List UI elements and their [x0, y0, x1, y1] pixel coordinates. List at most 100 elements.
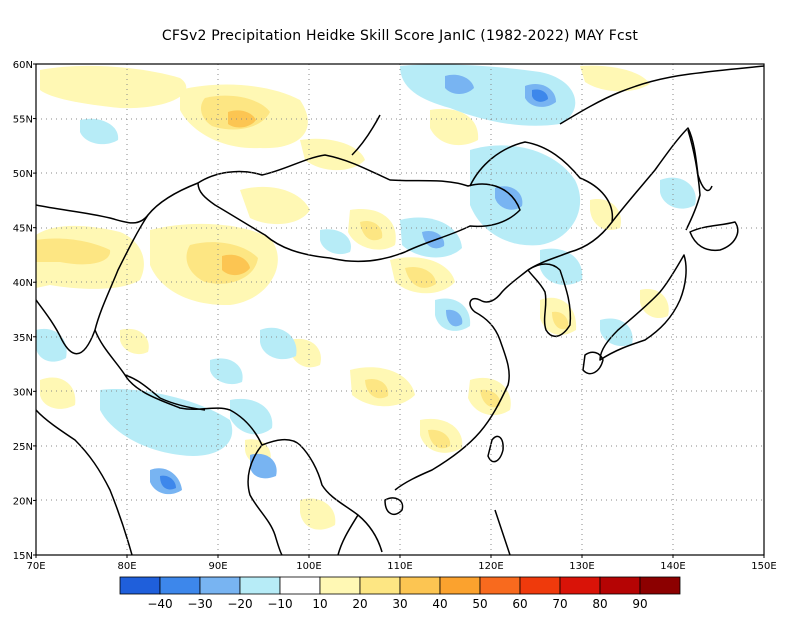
japan-honshu: [599, 254, 687, 361]
latitude-tick-label: 40N: [13, 278, 33, 289]
colorbar-label: 50: [472, 597, 487, 611]
positive-skill-patch: [552, 311, 569, 330]
himalaya-border: [124, 374, 206, 411]
positive-skill-patch: [36, 238, 111, 265]
latitude-tick-label: 30N: [13, 387, 33, 398]
coastlines-and-borders: [36, 65, 764, 555]
colorbar-label: −40: [147, 597, 172, 611]
colorbar-swatch: [559, 576, 601, 595]
positive-skill-patch: [580, 65, 650, 92]
negative-skill-patch: [260, 327, 297, 360]
china-north-border: [469, 141, 614, 271]
colorbar-swatch: [319, 576, 361, 595]
colorbar-swatch: [359, 576, 401, 595]
latitude-tick-label: 45N: [13, 224, 33, 235]
latitude-tick-label: 50N: [13, 169, 33, 180]
colorbar-swatch: [159, 576, 201, 595]
india-coast: [36, 409, 133, 555]
colorbar-label: 80: [592, 597, 607, 611]
china-east-coast: [394, 269, 529, 491]
latitude-tick-label: 55N: [13, 115, 33, 126]
longitude-tick-label: 80E: [117, 561, 136, 572]
negative-skill-patch: [446, 309, 463, 327]
positive-skill-patch: [222, 254, 250, 276]
negative-skill-patch: [80, 118, 119, 145]
negative-skill-patch: [495, 186, 523, 210]
colorbar-label: 60: [512, 597, 527, 611]
colorbar-swatch: [599, 576, 641, 595]
positive-skill-patch: [430, 108, 479, 146]
sakhalin: [685, 129, 701, 231]
positive-skill-patch: [40, 377, 76, 409]
latitude-tick-label: 35N: [13, 333, 33, 344]
burma-coast: [247, 444, 283, 555]
colorbar-swatch: [119, 576, 161, 595]
longitude-tick-label: 70E: [26, 561, 45, 572]
japan-hokkaido: [689, 221, 739, 252]
russia-north-coast: [559, 65, 764, 125]
colorbar-label: 90: [632, 597, 647, 611]
baikal: [351, 114, 381, 156]
negative-skill-patch: [540, 248, 583, 285]
longitude-tick-label: 130E: [569, 561, 594, 572]
colorbar-label: 40: [432, 597, 447, 611]
latitude-tick-label: 15N: [13, 551, 33, 562]
colorbar-label: 20: [352, 597, 367, 611]
chart-title: CFSv2 Precipitation Heidke Skill Score J…: [161, 28, 639, 44]
longitude-tick-label: 120E: [478, 561, 503, 572]
longitude-tick-label: 90E: [208, 561, 227, 572]
grid-lines: [36, 64, 764, 555]
latitude-tick-label: 60N: [13, 60, 33, 71]
okhotsk-coast: [611, 127, 713, 223]
colorbar-labels: −40 −30 −20 −10 10 20 30 40 50 60 70 80 90: [147, 597, 647, 611]
colorbar-swatch: [399, 576, 441, 595]
colorbar-swatch: [439, 576, 481, 595]
colorbar-swatch: [479, 576, 521, 595]
colorbar-label: 70: [552, 597, 567, 611]
colorbar-label: 10: [312, 597, 327, 611]
longitude-tick-label: 150E: [751, 561, 776, 572]
longitude-tick-label: 140E: [660, 561, 685, 572]
colorbar-swatch: [639, 576, 681, 595]
longitude-tick-label: 110E: [387, 561, 412, 572]
positive-skill-patch: [360, 220, 383, 241]
colorbar-label: −10: [267, 597, 292, 611]
longitude-tick-labels: 70E 80E 90E 100E 110E 120E 130E 140E 150E: [26, 555, 777, 572]
korea-coast: [527, 269, 572, 337]
colorbar-swatch: [199, 576, 241, 595]
india-border: [36, 299, 96, 355]
mongolia-border: [197, 154, 521, 263]
positive-skill-patch: [480, 389, 501, 408]
latitude-tick-labels: 15N 20N 25N 30N 35N 40N 45N 50N 55N 60N: [13, 60, 36, 562]
colorbar-label: −20: [227, 597, 252, 611]
vietnam-coast: [337, 514, 359, 555]
positive-skill-patch: [300, 138, 365, 171]
negative-skill-patch: [445, 74, 474, 94]
negative-skill-patch: [422, 230, 445, 249]
positive-skill-patch: [365, 378, 389, 399]
colorbar-swatch: [519, 576, 561, 595]
positive-skill-patch: [640, 289, 669, 319]
negative-skill-patch: [160, 475, 176, 490]
kazakh-border: [36, 204, 149, 224]
negative-skill-patch: [36, 328, 67, 362]
colorbar: [119, 576, 681, 595]
colorbar-label: −30: [187, 597, 212, 611]
skill-score-field: [36, 64, 696, 530]
negative-skill-patch: [100, 389, 233, 456]
latitude-tick-label: 25N: [13, 442, 33, 453]
negative-skill-patch: [320, 229, 351, 255]
negative-skill-patch: [660, 177, 696, 209]
taiwan: [487, 435, 504, 463]
positive-skill-patch: [120, 328, 149, 355]
negative-skill-patch: [250, 453, 277, 479]
positive-skill-patch: [405, 266, 436, 288]
negative-skill-patch: [400, 64, 576, 126]
longitude-tick-label: 100E: [296, 561, 321, 572]
negative-skill-patch: [230, 398, 273, 435]
philippines: [494, 509, 511, 555]
indochina-border: [261, 438, 383, 553]
colorbar-swatch: [239, 576, 281, 595]
korea-border: [527, 263, 561, 271]
